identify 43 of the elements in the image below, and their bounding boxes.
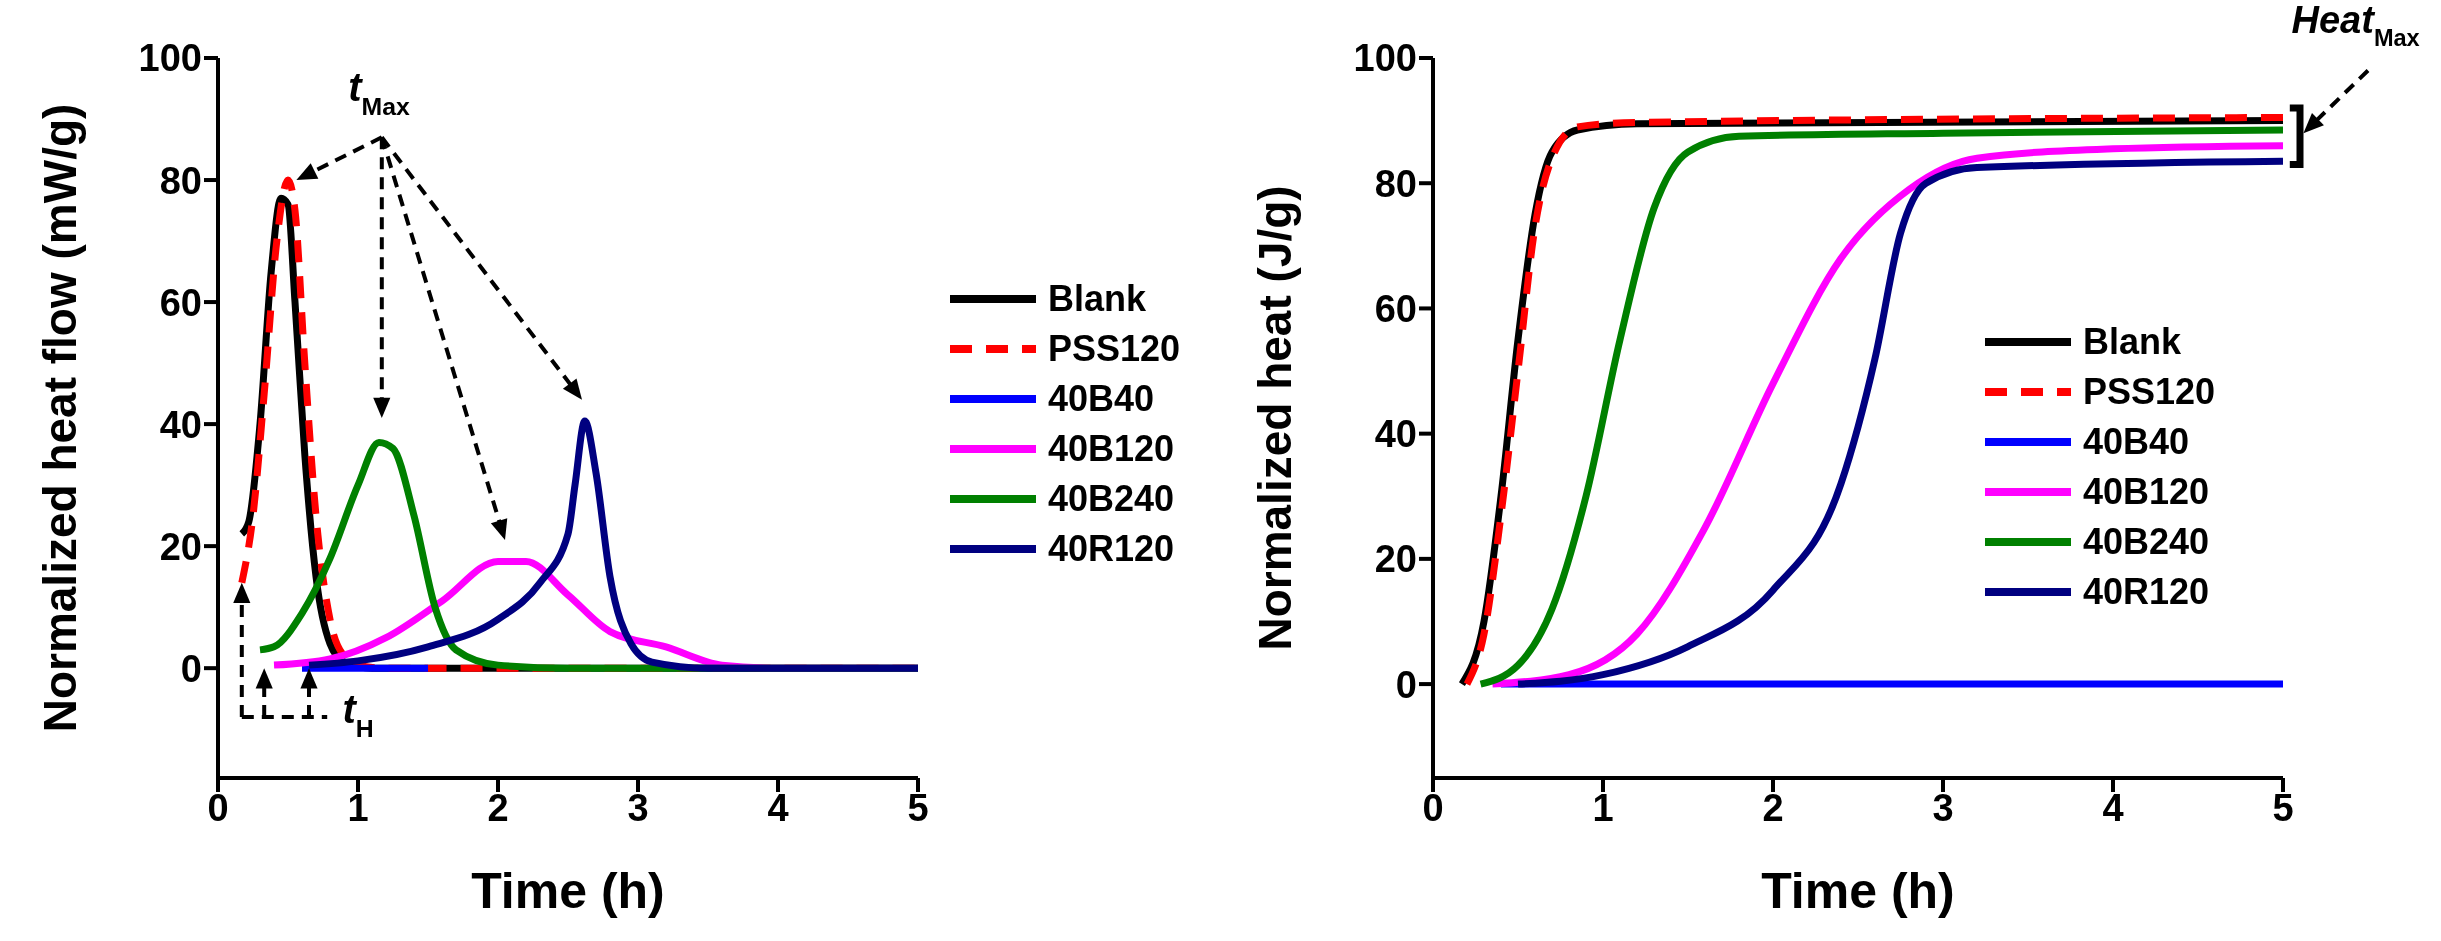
legend-label: 40B240	[2083, 521, 2210, 564]
y-tick-label: 40	[1374, 413, 1417, 456]
text: Heat$_{Max}$	[2291, 0, 2420, 51]
legend-label: 40B40	[1048, 378, 1155, 420]
y-axis-title: Normalized heat flow (mW/g)	[34, 103, 87, 733]
y-tick-label: 40	[159, 403, 202, 446]
legend-label: 40R120	[2083, 571, 2210, 614]
legend-label: PSS120	[1048, 328, 1181, 370]
y-tick-label: 20	[1374, 538, 1417, 581]
x-tick-label: 3	[1932, 786, 1954, 829]
legend-label: 40B120	[1048, 428, 1175, 470]
y-tick-label: 60	[159, 281, 202, 324]
x-tick-label: 4	[2102, 786, 2124, 829]
y-tick-label: 100	[138, 37, 202, 80]
y-tick-label: 0	[1395, 663, 1417, 706]
x-tick-label: 0	[207, 786, 229, 829]
legend-label: Blank	[2083, 321, 2182, 364]
annotation: t$_{H}$	[342, 687, 374, 742]
x-tick-label: 3	[627, 786, 649, 829]
x-tick-label: 5	[907, 786, 929, 829]
x-axis-title: Time (h)	[1761, 863, 1955, 919]
legend-label: PSS120	[2083, 371, 2216, 414]
x-tick-label: 0	[1422, 786, 1444, 829]
y-tick-label: 80	[1374, 162, 1417, 205]
legend-label: 40B240	[1048, 478, 1175, 520]
y-tick-label: 20	[159, 525, 202, 568]
x-tick-label: 1	[1592, 786, 1614, 829]
legend-label: Blank	[1048, 278, 1147, 320]
x-tick-label: 1	[347, 786, 369, 829]
y-tick-label: 80	[159, 159, 202, 202]
x-tick-label: 2	[487, 786, 509, 829]
x-axis-title: Time (h)	[471, 863, 665, 919]
y-axis-title: Normalized heat (J/g)	[1249, 185, 1302, 651]
x-tick-label: 4	[767, 786, 789, 829]
x-tick-label: 5	[2272, 786, 2294, 829]
legend-label: 40R120	[1048, 528, 1175, 570]
y-tick-label: 100	[1353, 37, 1417, 80]
y-tick-label: 60	[1374, 287, 1417, 330]
x-tick-label: 2	[1762, 786, 1784, 829]
y-tick-label: 0	[180, 647, 202, 690]
annotation: t$_{Max}$	[348, 64, 410, 120]
legend-label: 40B120	[2083, 471, 2210, 514]
legend-label: 40B40	[2083, 421, 2190, 464]
